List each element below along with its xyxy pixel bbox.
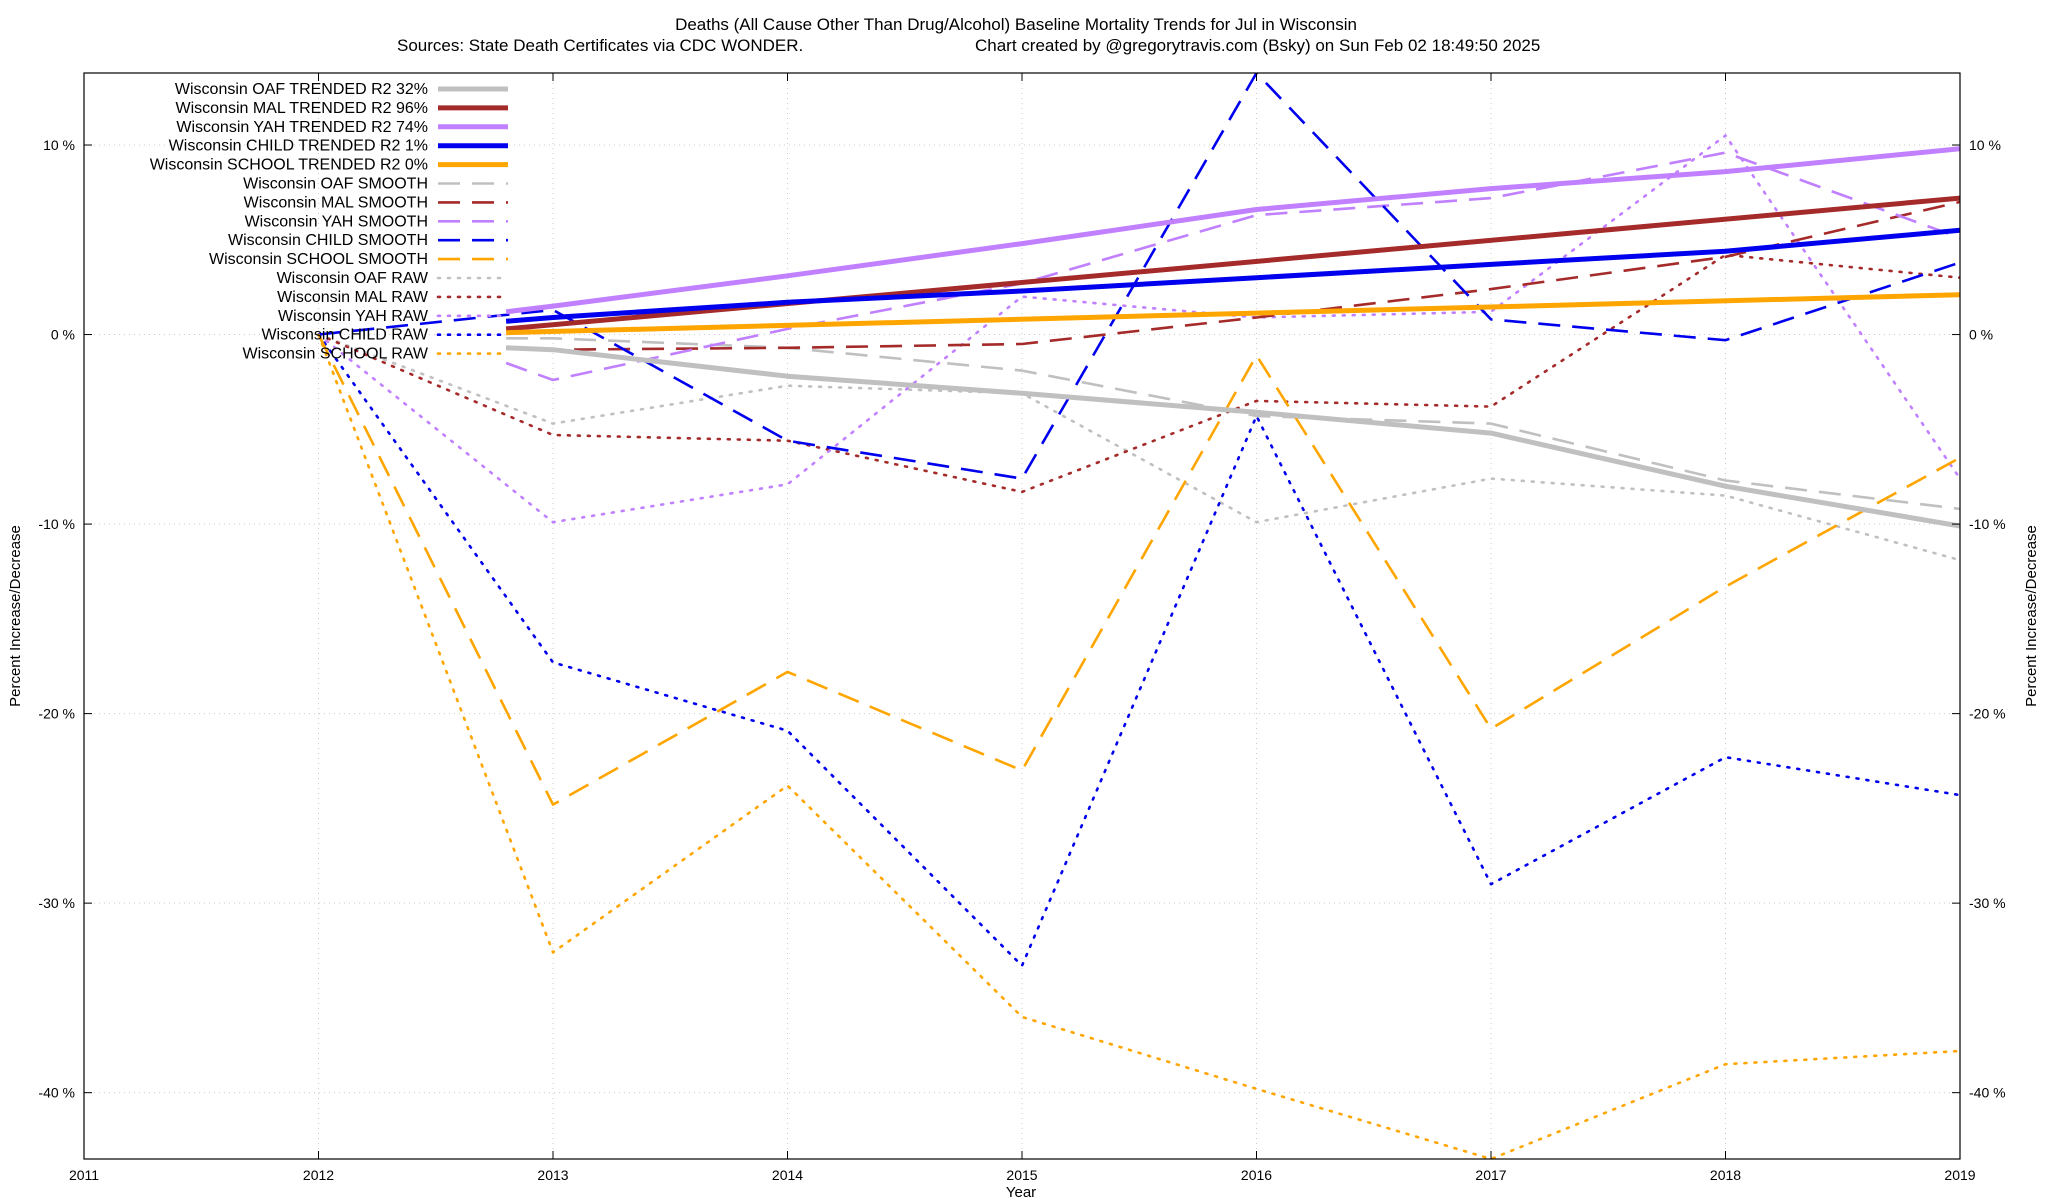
x-tick-label: 2012: [303, 1167, 334, 1183]
y-tick-label-left: -20 %: [38, 706, 75, 722]
grid-lines: [84, 73, 1960, 1159]
series-line: [318, 73, 1960, 480]
legend-label: Wisconsin SCHOOL RAW: [242, 346, 428, 363]
series-line: [317, 253, 1960, 494]
legend-label: Wisconsin OAF RAW: [277, 270, 429, 287]
legend-label: Wisconsin MAL TRENDED R2 96%: [175, 100, 428, 117]
legend-label: Wisconsin SCHOOL TRENDED R2 0%: [150, 157, 428, 174]
y-tick-label-right: -40 %: [1969, 1085, 2006, 1101]
y-tick-label-right: -30 %: [1969, 895, 2006, 911]
series-line: [506, 292, 1960, 336]
y-tick-label-left: -30 %: [38, 895, 75, 911]
series-line: [505, 195, 1960, 332]
x-tick-label: 2016: [1241, 1167, 1272, 1183]
y-axis-label-left: Percent Increase/Decrease: [7, 525, 24, 707]
chart-title-block: Deaths (All Cause Other Than Drug/Alcoho…: [397, 15, 1540, 55]
x-tick-label: 2017: [1475, 1167, 1506, 1183]
legend-label: Wisconsin MAL RAW: [277, 289, 429, 306]
legend-label: Wisconsin OAF SMOOTH: [243, 176, 428, 193]
series-line: [505, 151, 1960, 382]
legend-label: Wisconsin SCHOOL SMOOTH: [209, 251, 428, 268]
series-line: [317, 333, 1960, 562]
chart-subtitle-credit: Chart created by @gregorytravis.com (Bsk…: [975, 36, 1540, 55]
x-tick-label: 2013: [537, 1167, 568, 1183]
chart-title: Deaths (All Cause Other Than Drug/Alcoho…: [675, 15, 1357, 34]
y-tick-label-left: -10 %: [38, 516, 75, 532]
axis-ticks: 2011 2012 2013 2014 2015 2016 2017 2018 2019 -40 …: [38, 73, 2006, 1183]
legend-label: Wisconsin CHILD RAW: [261, 327, 428, 344]
y-tick-label-right: 10 %: [1969, 137, 2001, 153]
legend: Wisconsin OAF TRENDED R2 32% Wisconsin MA…: [150, 81, 510, 363]
y-tick-label-right: -20 %: [1969, 706, 2006, 722]
legend-label: Wisconsin OAF TRENDED R2 32%: [175, 81, 428, 98]
y-tick-label-right: 0 %: [1969, 327, 1993, 343]
series-line: [317, 333, 1960, 1159]
series-lines: [317, 73, 1960, 1159]
x-tick-label: 2019: [1944, 1167, 1975, 1183]
legend-label: Wisconsin YAH RAW: [278, 308, 429, 325]
series-line: [317, 333, 1960, 806]
chart-subtitle-sources: Sources: State Death Certificates via CD…: [397, 36, 803, 55]
series-line: [506, 336, 1960, 511]
series-line: [317, 333, 1960, 968]
series-line: [505, 227, 1960, 324]
y-tick-label-left: 0 %: [51, 327, 75, 343]
series-line: [505, 146, 1960, 315]
x-axis-label: Year: [1006, 1184, 1036, 1200]
y-tick-label-left: 10 %: [43, 137, 75, 153]
series-line: [506, 200, 1960, 352]
legend-label: Wisconsin MAL SMOOTH: [244, 194, 428, 211]
series-line: [317, 134, 1960, 524]
x-tick-label: 2014: [772, 1167, 803, 1183]
series-line: [505, 345, 1960, 529]
x-tick-label: 2015: [1006, 1167, 1037, 1183]
y-axis-label-right: Percent Increase/Decrease: [2023, 525, 2040, 707]
y-tick-label-left: -40 %: [38, 1085, 75, 1101]
y-tick-label-right: -10 %: [1969, 516, 2006, 532]
x-tick-label: 2011: [69, 1167, 99, 1183]
legend-label: Wisconsin CHILD SMOOTH: [228, 232, 428, 249]
legend-label: Wisconsin CHILD TRENDED R2 1%: [169, 138, 428, 155]
legend-label: Wisconsin YAH TRENDED R2 74%: [176, 119, 428, 136]
x-tick-label: 2018: [1710, 1167, 1741, 1183]
legend-label: Wisconsin YAH SMOOTH: [245, 213, 428, 230]
